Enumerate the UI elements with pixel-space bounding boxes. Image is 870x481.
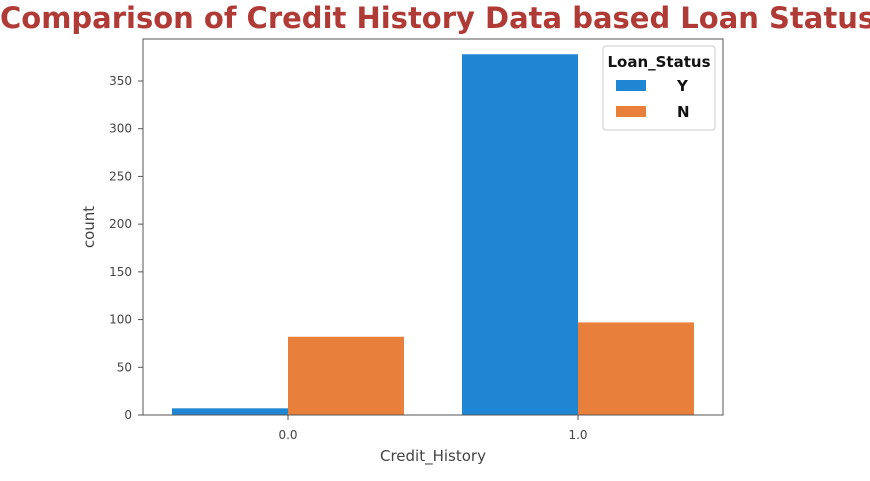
x-axis: 0.0 1.0 xyxy=(278,415,588,442)
bar-y-1.0 xyxy=(462,54,578,415)
bar-n-1.0 xyxy=(578,322,694,415)
bar-y-0.0 xyxy=(172,408,288,415)
plot-frame xyxy=(142,38,724,416)
y-axis: 0 50 100 150 200 250 300 350 xyxy=(109,74,143,422)
legend-title: Loan_Status xyxy=(607,53,710,71)
legend-label-y: Y xyxy=(676,77,689,95)
legend-items: YN xyxy=(616,77,690,121)
y-tick-label: 350 xyxy=(109,74,132,88)
y-tick-label: 300 xyxy=(109,122,132,136)
y-tick-label: 0 xyxy=(124,408,132,422)
y-tick-label: 100 xyxy=(109,313,132,327)
x-tick-label: 0.0 xyxy=(278,428,297,442)
legend-swatch-n xyxy=(616,106,646,117)
legend: Loan_Status YN xyxy=(602,45,716,131)
y-tick-label: 150 xyxy=(109,265,132,279)
legend-swatch-y xyxy=(616,80,646,91)
y-axis-label: count xyxy=(80,206,98,248)
y-tick-label: 250 xyxy=(109,169,132,183)
x-axis-label: Credit_History xyxy=(380,447,486,466)
bar-n-0.0 xyxy=(288,336,404,415)
x-tick-label: 1.0 xyxy=(568,428,587,442)
bars-group xyxy=(172,54,694,415)
y-tick-label: 50 xyxy=(117,360,132,374)
legend-label-n: N xyxy=(677,103,690,121)
chart-title: Comparison of Credit History Data based … xyxy=(0,1,870,35)
y-tick-label: 200 xyxy=(109,217,132,231)
